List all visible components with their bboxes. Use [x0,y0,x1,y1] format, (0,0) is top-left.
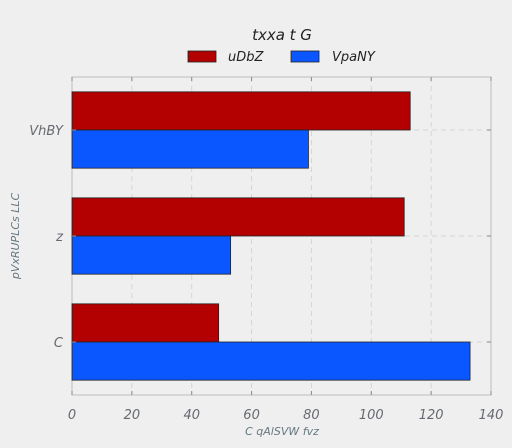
y-tick-label: C [54,336,64,351]
x-axis-label: C qAlSVW fvz [245,425,319,438]
x-tick-label: 140 [479,408,504,423]
x-tick-label: 100 [359,408,384,423]
legend-label-udbz: uDbZ [228,50,265,65]
chart-title: txxa t G [252,26,312,44]
bar-udbz-vhby [71,91,411,131]
bar-vpany-c [71,341,471,381]
y-tick-label: z [55,230,64,245]
bar-vpany-vhby [71,129,309,169]
x-tick-label: 60 [243,408,260,423]
legend-swatch-vpany [290,50,320,63]
y-axis-label: pVxRUPLCs LLC [9,193,22,281]
bar-udbz-c [71,303,220,343]
legend: uDbZ VpaNY [187,50,376,65]
bar-vpany-z [71,235,232,275]
bar-udbz-z [71,197,405,237]
legend-swatch-udbz [187,50,217,63]
x-tick-label: 0 [68,408,76,423]
x-tick-label: 40 [183,408,200,423]
axis-ticks [71,77,492,395]
y-tick-labels: Cz VhBY [29,124,64,351]
y-tick-label: VhBY [29,124,64,139]
x-tick-label: 120 [419,408,444,423]
x-tick-label: 20 [124,408,141,423]
x-tick-label: 80 [303,408,320,423]
x-tick-labels: 0 20 40 60 80 100 120 140 [68,408,504,423]
legend-label-vpany: VpaNY [332,50,376,65]
bars [71,91,471,381]
